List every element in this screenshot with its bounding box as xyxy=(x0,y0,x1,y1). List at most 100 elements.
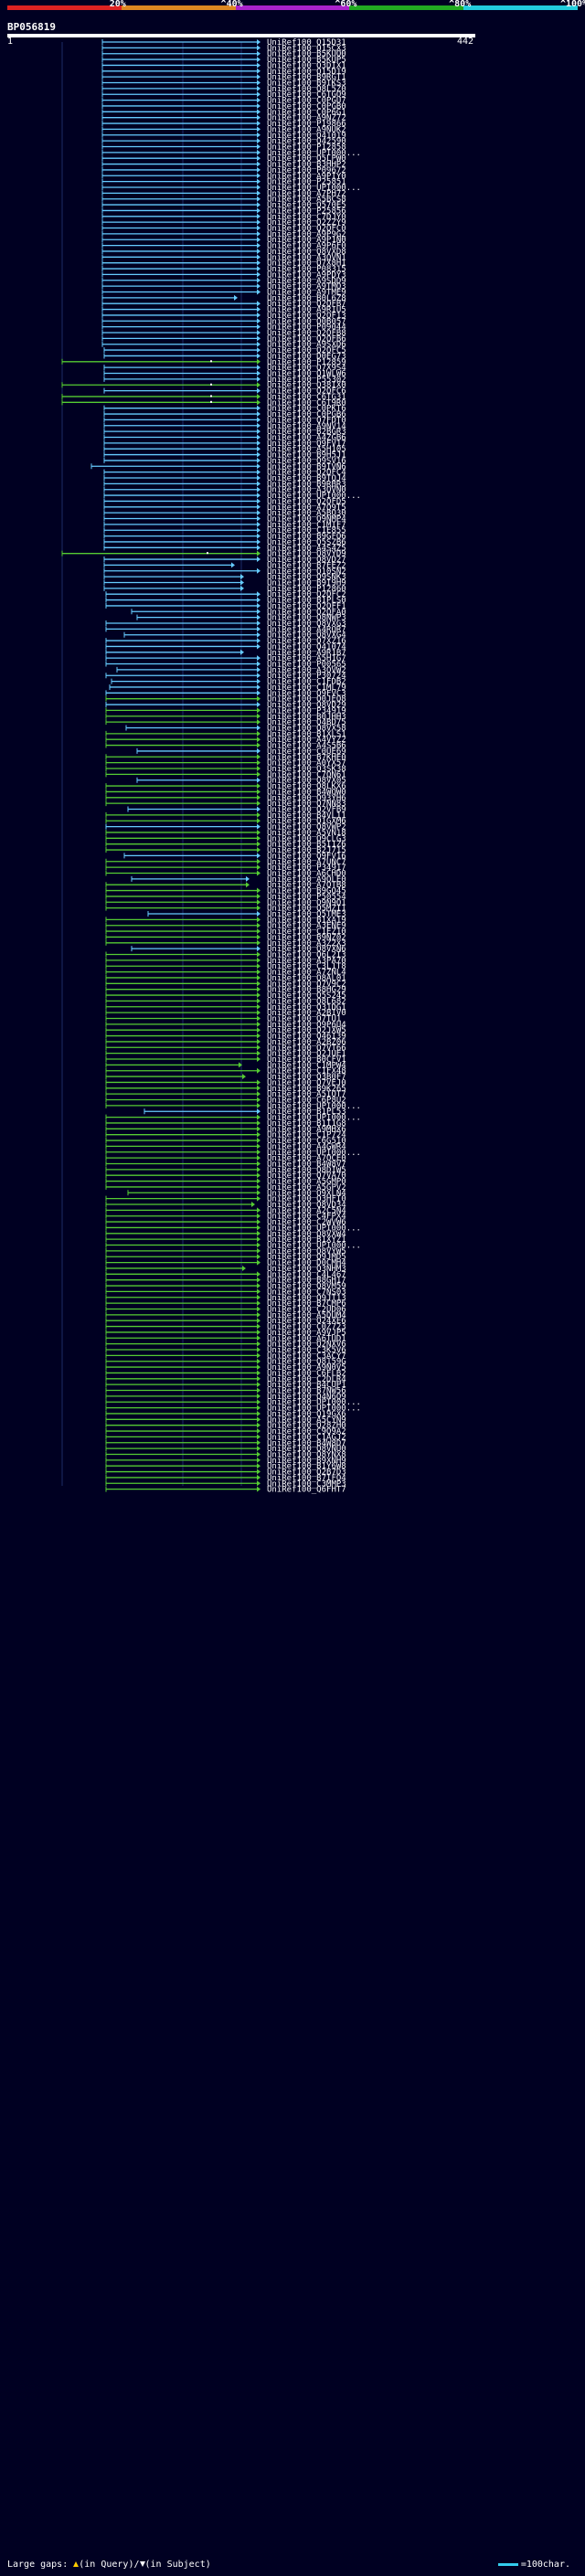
hit-label[interactable]: UniRef100_Q28ZH0 xyxy=(267,1422,346,1431)
hit-label[interactable]: UniRef100_A9SXD6 xyxy=(267,341,346,350)
hit-row[interactable]: UniRef100_A5H1G7 xyxy=(105,654,346,663)
hit-row[interactable]: UniRef100_P34919 xyxy=(105,706,346,716)
hit-row[interactable]: UniRef100_A7Q9T5 xyxy=(103,504,346,513)
hit-label[interactable]: UniRef100_A9TMO3 xyxy=(267,282,346,292)
hit-label[interactable]: UniRef100_O2ZZY9 xyxy=(267,218,346,228)
hit-row[interactable]: UniRef100_P55302 xyxy=(103,376,346,385)
hit-label[interactable]: UniRef100_A3Z2X3 xyxy=(267,939,346,949)
hit-label[interactable]: UniRef100_P09672 xyxy=(267,166,346,175)
hit-label[interactable]: UniRef100_Q46I39 xyxy=(267,1033,346,1042)
hit-row[interactable]: UniRef100_Q8VNU0 xyxy=(105,1445,346,1454)
hit-label[interactable]: UniRef100_C6TG31 xyxy=(267,393,346,402)
hit-row[interactable]: UniRef100_Q9NMP4 xyxy=(103,515,346,525)
hit-label[interactable]: UniRef100_C6T9R0 xyxy=(267,398,346,408)
hit-label[interactable]: UniRef100_B9IVN6 xyxy=(267,462,346,472)
hit-label[interactable]: UniRef100_B9NZ02 xyxy=(267,933,346,942)
hit-row[interactable]: UniRef100_P30724 xyxy=(105,672,346,681)
hit-label[interactable]: UniRef100_Q8VYW5 xyxy=(267,1247,346,1256)
hit-row[interactable]: UniRef100_Q15D31 xyxy=(101,38,346,48)
hit-row[interactable]: UniRef100_A3QVN0 xyxy=(103,486,346,495)
hit-row[interactable]: UniRef100_A3QVW2 xyxy=(116,666,346,675)
hit-row[interactable]: UniRef100_Q2JXW5 xyxy=(105,1026,346,1035)
hit-label[interactable]: UniRef100_Q3B0F7 xyxy=(267,1073,346,1082)
hit-row[interactable]: UniRef100_Q7VT66 xyxy=(105,1044,346,1053)
hit-label[interactable]: UniRef100_Q2QFD5 xyxy=(267,497,346,506)
hit-row[interactable]: UniRef100_Q41019 xyxy=(101,132,346,141)
hit-label[interactable]: UniRef100_B4CUP1 xyxy=(267,1381,346,1390)
hit-row[interactable]: UniRef100_B0CFV1 xyxy=(105,1055,346,1065)
hit-label[interactable]: UniRef100_A2BIV0 xyxy=(267,1009,346,1018)
hit-label[interactable]: UniRef100_C0UE69 xyxy=(267,747,346,757)
hit-label[interactable]: UniRef100_A9PDY3 xyxy=(267,270,346,280)
hit-label[interactable]: UniRef100_B1XYZ1 xyxy=(267,1235,346,1245)
hit-row[interactable]: UniRef100_B0JHH3 xyxy=(105,713,346,722)
hit-row[interactable]: UniRef100_B1XA19 xyxy=(105,916,346,925)
hit-row[interactable]: UniRef100_Q8159G xyxy=(105,1358,346,1367)
hit-label[interactable]: UniRef100_Q8DIW5 xyxy=(267,1166,346,1175)
hit-label[interactable]: UniRef100_UPI000... xyxy=(267,492,361,501)
hit-label[interactable]: UniRef100_Q8LKX6 xyxy=(267,782,346,791)
hit-label[interactable]: UniRef100_A5IOT7 xyxy=(267,1090,346,1099)
hit-row[interactable]: UniRef100_Q2QFD5 xyxy=(103,497,346,506)
hit-row[interactable]: UniRef100_B4CUP1 xyxy=(105,1381,346,1390)
hit-row[interactable]: UniRef100_A4GWR4 xyxy=(105,1142,346,1151)
hit-label[interactable]: UniRef100_Q9XLN4 xyxy=(267,1189,346,1198)
hit-label[interactable]: UniRef100_Q7VEJ0 xyxy=(267,1078,346,1087)
hit-row[interactable]: UniRef100_UPI000... xyxy=(105,1114,361,1123)
hit-row[interactable]: UniRef100_A9PIY0 xyxy=(101,172,346,181)
hit-row[interactable]: UniRef100_Q8VX05 xyxy=(136,777,346,786)
hit-row[interactable]: UniRef100_B1I1G8 xyxy=(105,1119,346,1129)
hit-label[interactable]: UniRef100_A9PIY0 xyxy=(267,172,346,181)
hit-row[interactable]: UniRef100_Q9JT13 xyxy=(105,1294,346,1303)
hit-label[interactable]: UniRef100_A5DUM4 xyxy=(267,1311,346,1320)
hit-label[interactable]: UniRef100_A6TUD1 xyxy=(267,1334,346,1343)
hit-row[interactable]: UniRef100_Q3B0F7 xyxy=(105,1073,346,1082)
hit-row[interactable]: UniRef100_Q31DG1 xyxy=(105,1003,346,1012)
hit-label[interactable]: UniRef100_B5KUP5 xyxy=(267,56,346,65)
hit-label[interactable]: UniRef100_Q8VXW4 xyxy=(267,1230,346,1239)
hit-row[interactable]: UniRef100_Q8VXW4 xyxy=(105,1230,346,1239)
hit-label[interactable]: UniRef100_A4S5B6 xyxy=(267,742,346,751)
hit-label[interactable]: UniRef100_C1FX48 xyxy=(267,1067,346,1076)
hit-row[interactable]: UniRef100_C1FDB2 xyxy=(111,678,346,687)
hit-label[interactable]: UniRef100_Q4N6Q9 xyxy=(267,1393,346,1402)
hit-row[interactable]: UniRef100_Q2JUE1 xyxy=(105,1050,346,1059)
hit-label[interactable]: UniRef100_B5I1Z6 xyxy=(267,841,346,850)
hit-label[interactable]: UniRef100_B9TQJ4 xyxy=(267,474,346,483)
hit-row[interactable]: UniRef100_C3ACY7 xyxy=(105,1352,346,1361)
hit-label[interactable]: UniRef100_Q2NXV6 xyxy=(267,1341,346,1350)
hit-label[interactable]: UniRef100_Q7FDT0 xyxy=(267,416,346,425)
hit-row[interactable]: UniRef100_C1MPW4 xyxy=(105,1061,346,1070)
hit-label[interactable]: UniRef100_Q9P6U4 xyxy=(267,1021,346,1030)
hit-label[interactable]: UniRef100_B8HG29 xyxy=(267,986,346,995)
hit-row[interactable]: UniRef100_P25856 xyxy=(101,207,346,216)
hit-row[interactable]: UniRef100_Q7XZ16 xyxy=(105,637,346,646)
hit-row[interactable]: UniRef100_B1XYZ1 xyxy=(105,1235,346,1245)
hit-label[interactable]: UniRef100_Q8L5Z0 xyxy=(267,85,346,94)
hit-row[interactable]: UniRef100_Q7VEJ0 xyxy=(105,1078,346,1087)
hit-label[interactable]: UniRef100_P09044 xyxy=(267,323,346,333)
hit-row[interactable]: UniRef100_B9IVN6 xyxy=(90,462,346,472)
hit-row[interactable]: UniRef100_C0UE69 xyxy=(136,747,346,757)
hit-label[interactable]: UniRef100_C1E855 xyxy=(267,526,346,535)
hit-row[interactable]: UniRef100_Q8L5Z0 xyxy=(101,85,346,94)
hit-label[interactable]: UniRef100_Q10SN2 xyxy=(267,567,346,577)
hit-row[interactable]: UniRef100_C6P8U2 xyxy=(105,1097,346,1106)
hit-label[interactable]: UniRef100_Q5MZI1 xyxy=(267,905,346,914)
hit-row[interactable]: UniRef100_B9RBR3 xyxy=(103,480,346,489)
hit-label[interactable]: UniRef100_Q1WLW6 xyxy=(267,370,346,379)
hit-label[interactable]: UniRef100_A5H105 xyxy=(267,445,346,454)
hit-label[interactable]: UniRef100_B3HHP2 xyxy=(267,161,346,170)
hit-row[interactable]: UniRef100_B1Y6W8 xyxy=(105,1462,346,1471)
hit-row[interactable]: UniRef100_Q15D19 xyxy=(101,68,346,77)
hit-label[interactable]: UniRef100_Q9CLG3 xyxy=(267,834,346,843)
hit-label[interactable]: UniRef100_A6CHD0 xyxy=(267,869,346,878)
hit-row[interactable]: UniRef100_C4L467 xyxy=(105,1270,346,1279)
hit-label[interactable]: UniRef100_A9N0V5 xyxy=(267,1363,346,1373)
hit-label[interactable]: UniRef100_A9SDD9 xyxy=(267,277,346,286)
hit-row[interactable]: UniRef100_A3QVN1 xyxy=(101,253,346,262)
hit-row[interactable]: UniRef100_Q15CX3 xyxy=(101,44,346,53)
hit-label[interactable]: UniRef100_Q3NHM3 xyxy=(267,1265,346,1274)
hit-row[interactable]: UniRef100_Q38IX0 xyxy=(61,381,346,390)
hit-label[interactable]: UniRef100_C1AGJ2 xyxy=(267,1433,346,1442)
